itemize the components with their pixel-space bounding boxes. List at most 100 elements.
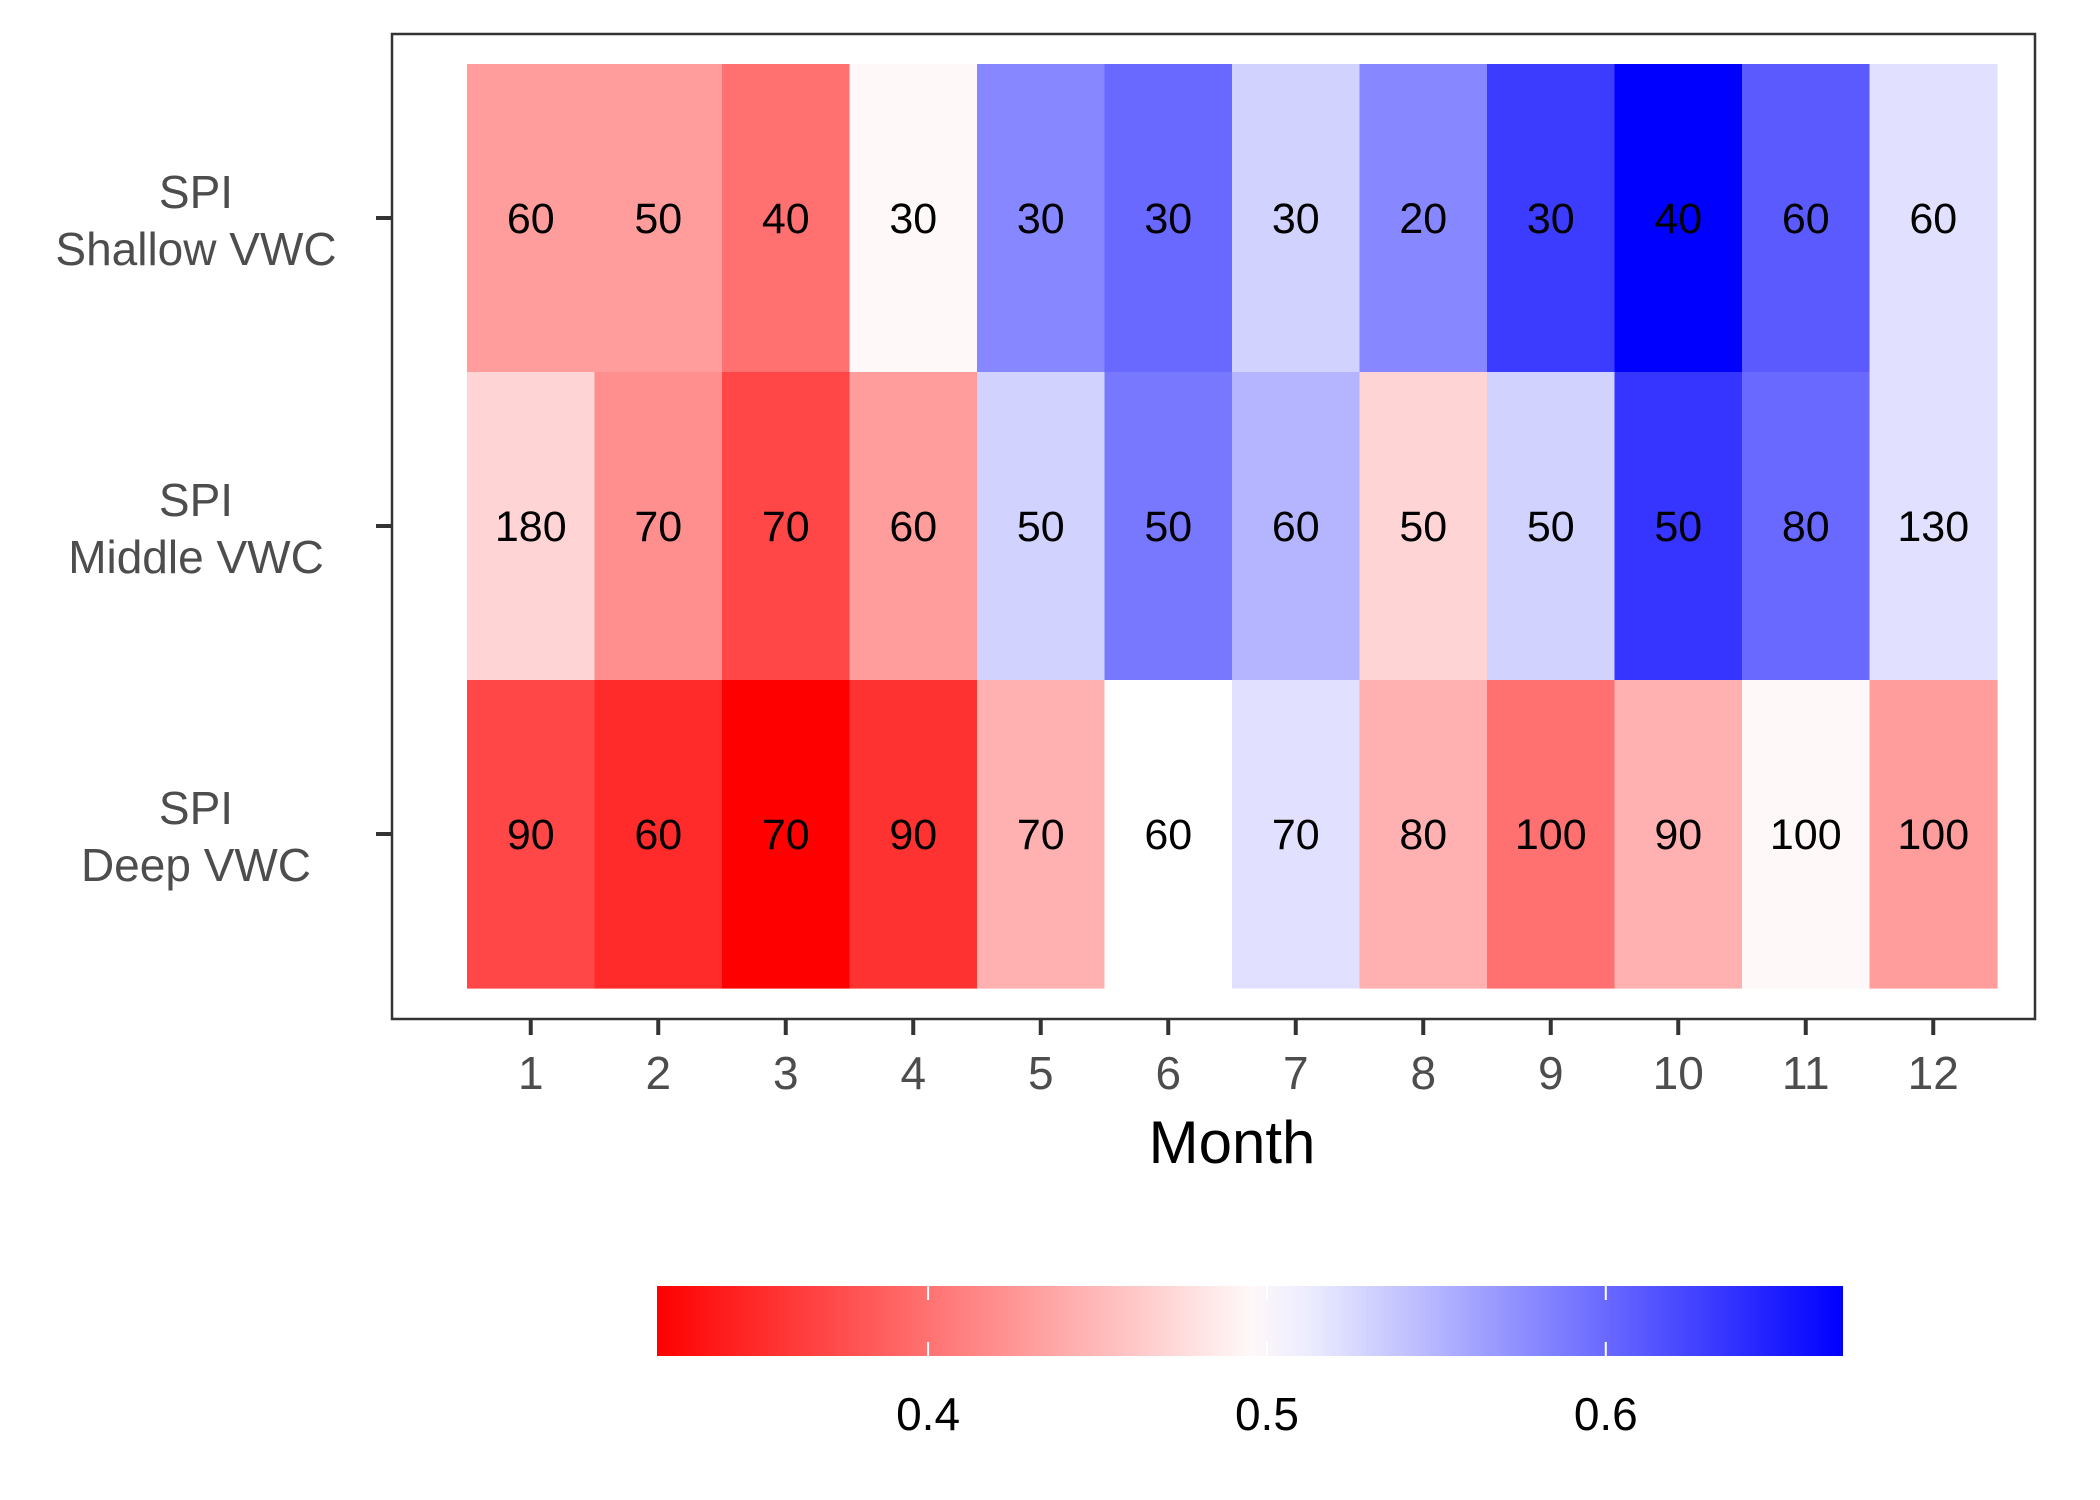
cell-value-label: 80: [1399, 811, 1447, 859]
cell-value-label: 60: [1782, 195, 1830, 243]
x-tick-label: 8: [1410, 1047, 1436, 1099]
cell-value-label: 100: [1770, 811, 1842, 859]
heatmap-cell: [1232, 680, 1361, 989]
cell-value-label: 30: [1527, 195, 1575, 243]
x-tick-label: 2: [645, 1047, 671, 1099]
y-tick-label-line2: Middle VWC: [68, 531, 324, 583]
cell-value-label: 20: [1399, 195, 1447, 243]
heatmap-cell: [849, 64, 978, 373]
heatmap-cell: [1614, 372, 1743, 681]
colorbar-tick-label: 0.6: [1574, 1388, 1638, 1440]
cell-value-label: 70: [1017, 811, 1065, 859]
heatmap-cell: [1104, 680, 1233, 989]
heatmap-cell: [467, 64, 596, 373]
cell-value-label: 30: [1144, 195, 1192, 243]
colorbar-tick-label: 0.4: [896, 1388, 960, 1440]
cell-value-label: 40: [1654, 195, 1702, 243]
x-axis-title: Month: [1149, 1109, 1316, 1176]
cell-value-label: 100: [1897, 811, 1969, 859]
colorbar-tick-label: 0.5: [1235, 1388, 1299, 1440]
colorbar-legend: 0.4 0.5 0.6: [657, 1286, 1843, 1440]
heatmap-cell: [722, 64, 851, 373]
x-tick-label: 1: [518, 1047, 544, 1099]
y-tick-label-line1: SPI: [159, 782, 233, 834]
x-axis: 1 2 3 4 5 6 7 8 9 10 11 12: [518, 1019, 1959, 1099]
x-tick-label: 5: [1028, 1047, 1054, 1099]
heatmap-cell: [722, 680, 851, 989]
y-tick-label-line1: SPI: [159, 166, 233, 218]
heatmap-cell: [1614, 680, 1743, 989]
heatmap-cell: [1359, 64, 1488, 373]
cell-value-label: 60: [889, 503, 937, 551]
cell-value-label: 130: [1897, 503, 1969, 551]
cell-value-label: 70: [634, 503, 682, 551]
heatmap-cell: [977, 64, 1106, 373]
cell-value-label: 60: [1272, 503, 1320, 551]
heatmap-cells: 60 50 40 30 30 30 30 20 30 40 60 60 180 70 70 60 50 50 60 5…: [467, 64, 1998, 989]
heatmap-cell: [1869, 372, 1998, 681]
heatmap-cell: [1869, 680, 1998, 989]
cell-value-label: 60: [507, 195, 555, 243]
x-tick-label: 9: [1538, 1047, 1564, 1099]
heatmap-cell: [1869, 64, 1998, 373]
x-tick-label: 11: [1782, 1047, 1830, 1099]
heatmap-cell: [594, 372, 723, 681]
cell-value-label: 90: [889, 811, 937, 859]
cell-value-label: 50: [1527, 503, 1575, 551]
cell-value-label: 50: [634, 195, 682, 243]
x-tick-label: 7: [1283, 1047, 1309, 1099]
cell-value-label: 180: [495, 503, 567, 551]
heatmap-cell: [977, 680, 1106, 989]
cell-value-label: 70: [762, 503, 810, 551]
cell-value-label: 50: [1017, 503, 1065, 551]
heatmap-cell: [1359, 372, 1488, 681]
cell-value-label: 90: [507, 811, 555, 859]
heatmap-cell: [1359, 680, 1488, 989]
cell-value-label: 90: [1654, 811, 1702, 859]
heatmap-cell: [1742, 64, 1871, 373]
heatmap-cell: [1487, 64, 1616, 373]
y-tick-label-line2: Shallow VWC: [55, 223, 336, 275]
heatmap-cell: [849, 680, 978, 989]
cell-value-label: 50: [1399, 503, 1447, 551]
cell-value-label: 70: [1272, 811, 1320, 859]
heatmap-cell: [977, 372, 1106, 681]
heatmap-cell: [467, 372, 596, 681]
cell-value-label: 80: [1782, 503, 1830, 551]
heatmap-cell: [1742, 680, 1871, 989]
cell-value-label: 100: [1515, 811, 1587, 859]
heatmap-cell: [1104, 64, 1233, 373]
cell-value-label: 30: [889, 195, 937, 243]
heatmap-cell: [1487, 372, 1616, 681]
heatmap-cell: [467, 680, 596, 989]
heatmap-cell: [849, 372, 978, 681]
x-tick-label: 6: [1155, 1047, 1181, 1099]
cell-value-label: 60: [1144, 811, 1192, 859]
heatmap-cell: [594, 64, 723, 373]
heatmap-cell: [1232, 372, 1361, 681]
cell-value-label: 30: [1272, 195, 1320, 243]
heatmap-cell: [1742, 372, 1871, 681]
heatmap-cell: [594, 680, 723, 989]
cell-value-label: 40: [762, 195, 810, 243]
cell-value-label: 30: [1017, 195, 1065, 243]
x-tick-label: 12: [1908, 1047, 1959, 1099]
cell-value-label: 60: [1909, 195, 1957, 243]
y-tick-label-line1: SPI: [159, 474, 233, 526]
x-tick-label: 3: [773, 1047, 799, 1099]
cell-value-label: 50: [1144, 503, 1192, 551]
cell-value-label: 50: [1654, 503, 1702, 551]
x-tick-label: 4: [900, 1047, 926, 1099]
heatmap-cell: [1104, 372, 1233, 681]
heatmap-cell: [1487, 680, 1616, 989]
cell-value-label: 60: [634, 811, 682, 859]
heatmap-cell: [1614, 64, 1743, 373]
x-tick-label: 10: [1653, 1047, 1704, 1099]
cell-value-label: 70: [762, 811, 810, 859]
heatmap-cell: [722, 372, 851, 681]
y-tick-label-line2: Deep VWC: [81, 839, 311, 891]
colorbar: [657, 1286, 1843, 1356]
heatmap-cell: [1232, 64, 1361, 373]
